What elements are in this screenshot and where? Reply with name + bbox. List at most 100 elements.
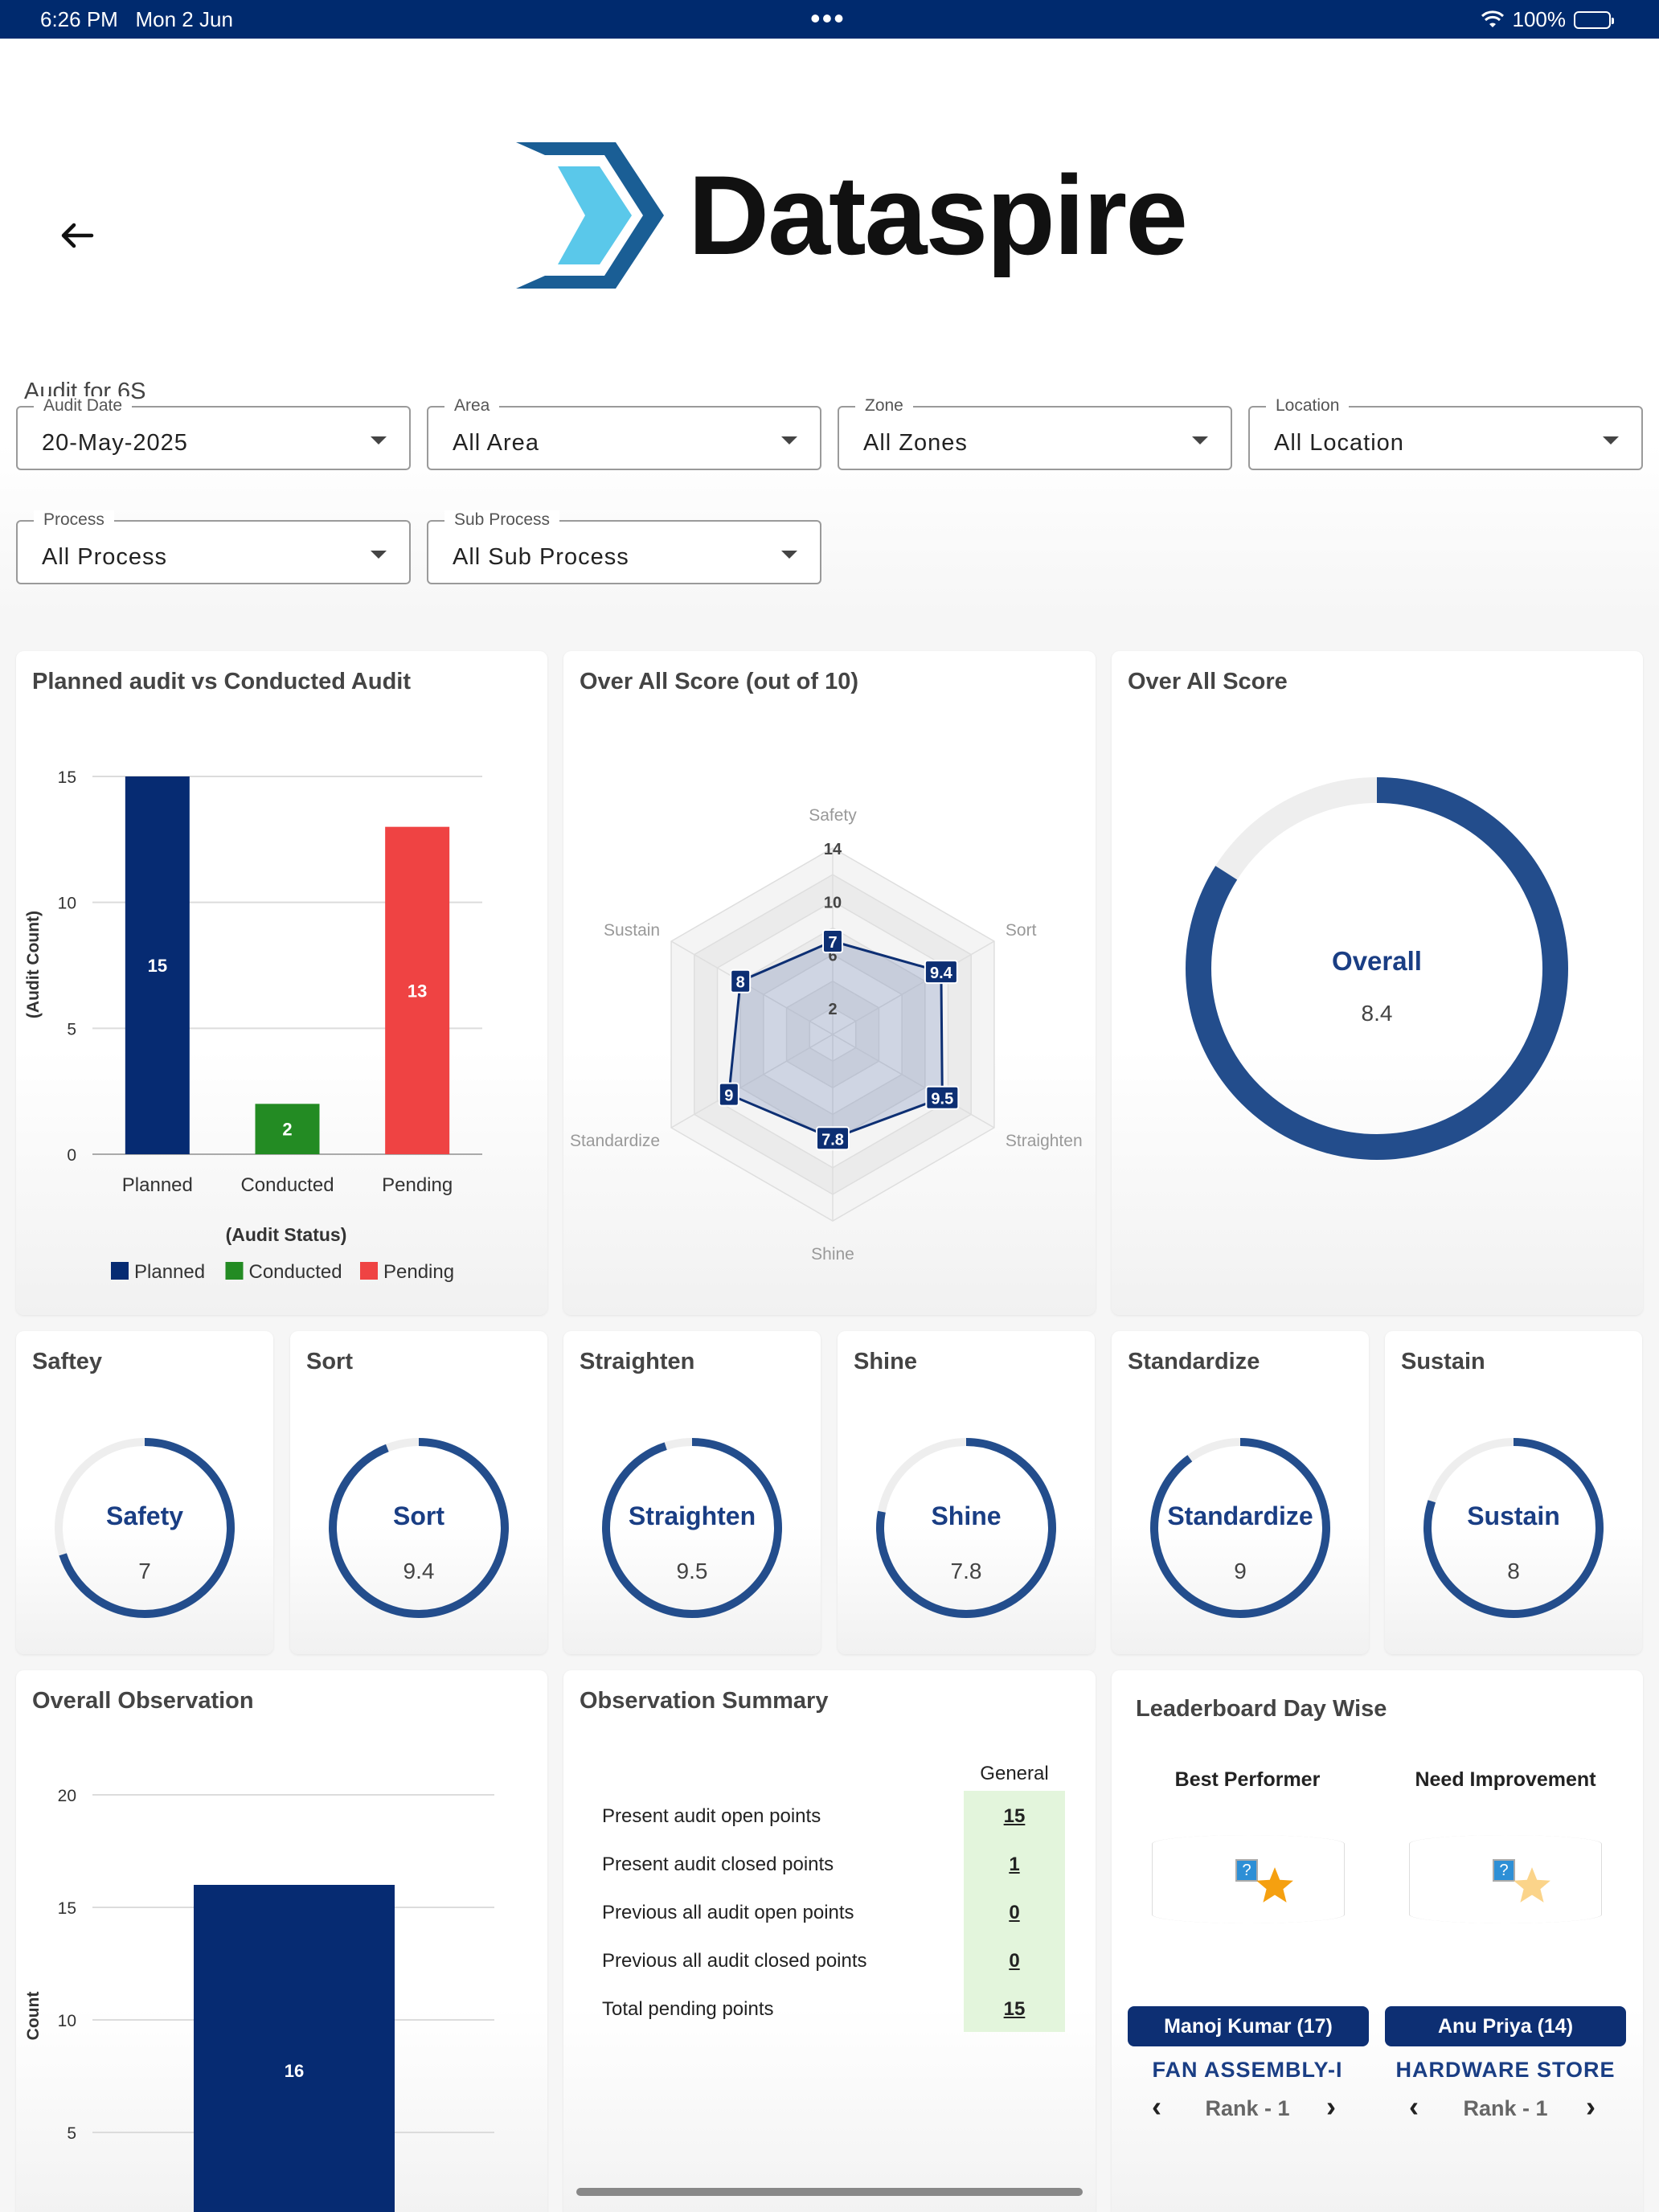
gauge-value-arc <box>1150 1438 1330 1618</box>
y-tick-label: 10 <box>58 895 76 913</box>
y-axis-title: Count <box>24 1992 43 2041</box>
summary-row-label: Present audit closed points <box>602 1854 834 1875</box>
chevron-down-icon <box>1192 436 1208 444</box>
radar-axis-label: Straighten <box>1006 1132 1083 1150</box>
back-arrow-icon[interactable] <box>56 219 98 252</box>
gauge-card-title: Standardize <box>1128 1349 1260 1374</box>
zone-select[interactable]: Zone All Zones <box>838 396 1232 470</box>
gauge-ring <box>602 1438 782 1618</box>
best-performer-avatar: ? <box>1152 1835 1345 1923</box>
summary-row-value[interactable]: 1 <box>1009 1854 1020 1875</box>
overall-observation-card: Overall Observation 5 10 15 20 16 Count <box>16 1670 547 2212</box>
need-improvement-heading: Need Improvement <box>1415 1768 1596 1791</box>
score-radar-chart: Safety Sort Straighten Shine Standardize Sust… <box>570 806 1083 1264</box>
card-title: Overall Observation <box>32 1688 254 1714</box>
gauge-label: Straighten <box>628 1501 756 1530</box>
y-tick-label: 15 <box>58 1899 76 1918</box>
multitask-dots[interactable]: ••• <box>810 2 846 35</box>
summary-row-value[interactable]: 0 <box>1009 1950 1020 1972</box>
summary-column-header: General <box>980 1763 1049 1784</box>
chevron-down-icon <box>781 436 797 444</box>
battery-percent: 100% <box>1512 7 1567 31</box>
gauge-ring <box>1423 1438 1604 1618</box>
bar-count <box>194 1885 395 2212</box>
planned-vs-conducted-card: Planned audit vs Conducted Audit 0 5 10 15 1… <box>16 651 547 1315</box>
radar-spoke <box>832 1034 995 1129</box>
y-tick-label: 0 <box>67 1146 76 1165</box>
broken-image-icon: ? <box>1235 1859 1258 1882</box>
radar-axis-label: Sustain <box>604 921 660 940</box>
donut-value: 8.4 <box>1362 1001 1393 1026</box>
bar-value-label: 15 <box>148 956 167 976</box>
legend-label: Conducted <box>249 1261 342 1283</box>
gauge-card-title: Sustain <box>1401 1349 1485 1374</box>
x-tick-label: Pending <box>382 1174 453 1196</box>
star-icon <box>1256 1867 1293 1903</box>
gauge-card-safety: Saftey Safety 7 <box>16 1331 273 1654</box>
summary-row-value[interactable]: 0 <box>1009 1902 1020 1923</box>
leaderboard-card: Leaderboard Day Wise Best Performer ? Ma… <box>1112 1670 1643 2212</box>
horizontal-scrollbar[interactable] <box>576 2188 1083 2196</box>
gauge-value: 9.4 <box>403 1559 435 1583</box>
gauge-ring <box>329 1438 509 1618</box>
radar-axis-label: Shine <box>811 1245 854 1264</box>
card-title: Over All Score <box>1128 669 1288 694</box>
radar-point <box>730 969 752 993</box>
brand-name: Dataspire <box>688 152 1188 278</box>
chevron-down-icon <box>1603 436 1619 444</box>
location-select[interactable]: Location All Location <box>1248 396 1643 470</box>
radar-tick-label: 14 <box>824 841 842 858</box>
legend-swatch <box>225 1262 244 1280</box>
area-select[interactable]: Area All Area <box>427 396 821 470</box>
radar-tick-label: 2 <box>828 1001 837 1018</box>
need-improvement-name[interactable]: Anu Priya (14) <box>1385 2006 1626 2046</box>
radar-value-label: 9.4 <box>930 965 953 982</box>
gauge-card-sustain: Sustain Sustain 8 <box>1385 1331 1642 1654</box>
radar-point <box>718 1082 739 1107</box>
radar-point <box>925 1085 960 1110</box>
summary-row-label: Present audit open points <box>602 1805 821 1827</box>
gauge-label: Safety <box>105 1501 184 1530</box>
radar-spoke <box>670 1034 834 1129</box>
best-performer-heading: Best Performer <box>1174 1768 1321 1791</box>
need-improvement-dept: HARDWARE STORE <box>1395 2058 1616 2082</box>
battery-indicator: 100% <box>1481 7 1614 32</box>
status-time: 6:26 PM Mon 2 Jun <box>40 7 233 31</box>
radar-point <box>822 929 843 953</box>
gauge-value-arc <box>602 1438 782 1618</box>
chevron-right-icon[interactable]: › <box>1586 2090 1596 2123</box>
gauge-value-arc <box>55 1438 235 1618</box>
radar-spoke <box>670 940 834 1035</box>
radar-point <box>816 1126 850 1151</box>
gauge-value: 9.5 <box>676 1559 708 1583</box>
gauge-value: 7.8 <box>950 1559 982 1583</box>
radar-value-label: 7.8 <box>821 1131 844 1149</box>
best-performer-rank: Rank - 1 <box>1205 2096 1290 2120</box>
gauge-card-straighten: Straighten Straighten 9.5 <box>563 1331 821 1654</box>
summary-row-label: Previous all audit open points <box>602 1902 854 1923</box>
battery-icon <box>1574 10 1614 29</box>
radar-axis-label: Sort <box>1006 921 1037 940</box>
gauge-value: 7 <box>138 1559 151 1583</box>
process-select[interactable]: Process All Process <box>16 510 411 584</box>
gauge-ring <box>876 1438 1056 1618</box>
y-tick-label: 5 <box>67 2124 76 2143</box>
sub-process-select[interactable]: Sub Process All Sub Process <box>427 510 821 584</box>
chevron-right-icon[interactable]: › <box>1326 2090 1336 2123</box>
radar-axis-label: Standardize <box>570 1132 660 1150</box>
wifi-icon <box>1481 10 1504 27</box>
radar-value-label: 7 <box>828 934 837 952</box>
chevron-left-icon[interactable]: ‹ <box>1152 2090 1161 2123</box>
bar-pending <box>385 826 450 1154</box>
bar-value-label: 2 <box>282 1120 292 1140</box>
y-axis-title: (Audit Count) <box>24 911 43 1018</box>
y-tick-label: 5 <box>67 1020 76 1038</box>
chevron-left-icon[interactable]: ‹ <box>1409 2090 1419 2123</box>
card-title: Leaderboard Day Wise <box>1136 1696 1387 1722</box>
best-performer-name[interactable]: Manoj Kumar (17) <box>1128 2006 1369 2046</box>
summary-row-value[interactable]: 15 <box>1003 1805 1026 1827</box>
broken-image-icon: ? <box>1493 1859 1515 1882</box>
summary-row-value[interactable]: 15 <box>1003 1998 1026 2020</box>
audit-date-select[interactable]: Audit Date 20-May-2025 <box>16 396 411 470</box>
radar-tick-label: 10 <box>824 894 842 911</box>
